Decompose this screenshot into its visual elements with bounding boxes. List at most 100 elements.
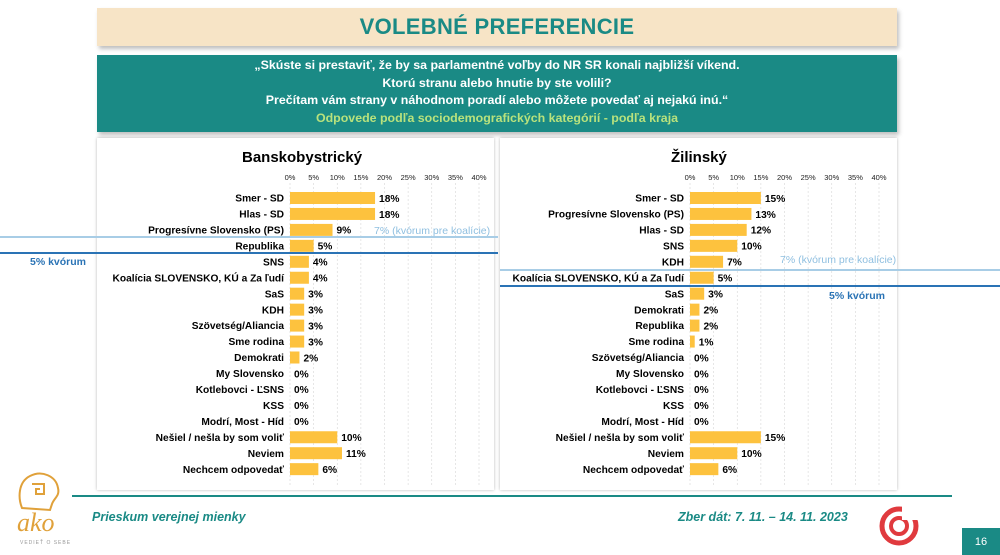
value-label: 12% (751, 226, 771, 237)
category-label: Nešiel / nešla by som voliť (556, 433, 684, 444)
value-label: 10% (741, 449, 761, 460)
category-label: Szövetség/Aliancia (192, 321, 285, 332)
category-label: Republika (635, 321, 684, 332)
value-label: 2% (703, 321, 718, 332)
value-label: 15% (765, 194, 785, 205)
value-label: 0% (694, 353, 709, 364)
category-label: KSS (263, 401, 284, 412)
category-label: Progresívne Slovensko (PS) (548, 210, 684, 221)
value-label: 13% (755, 210, 775, 221)
tick-label: 35% (848, 173, 863, 182)
page-title-box: VOLEBNÉ PREFERENCIE (97, 8, 897, 46)
bar (290, 287, 305, 300)
category-label: Modrí, Most - Híd (601, 417, 684, 428)
value-label: 3% (708, 290, 723, 301)
bar (690, 223, 747, 236)
tick-label: 25% (401, 173, 416, 182)
value-label: 0% (294, 385, 309, 396)
value-label: 15% (765, 433, 785, 444)
value-label: 3% (308, 305, 323, 316)
category-label: Demokrati (634, 305, 684, 316)
category-label: My Slovensko (216, 369, 284, 380)
category-label: Kotlebovci - ĽSNS (196, 385, 285, 396)
category-label: Smer - SD (635, 194, 684, 205)
value-label: 4% (313, 274, 328, 285)
category-label: Modrí, Most - Híd (201, 417, 284, 428)
category-label: Progresívne Slovensko (PS) (148, 226, 284, 237)
footer-dates: Zber dát: 7. 11. – 14. 11. 2023 (678, 510, 848, 524)
bar (690, 287, 705, 300)
category-label: SaS (665, 289, 684, 300)
page-title: VOLEBNÉ PREFERENCIE (359, 14, 635, 39)
bar (690, 192, 761, 204)
tick-label: 10% (330, 173, 345, 182)
bar (290, 463, 319, 476)
bar (690, 271, 714, 284)
category-label: Hlas - SD (639, 226, 684, 237)
footer-divider (72, 495, 952, 497)
category-label: Smer - SD (235, 194, 284, 205)
value-label: 6% (722, 465, 737, 476)
bar (290, 335, 305, 348)
value-label: 0% (694, 401, 709, 412)
bar (290, 239, 314, 252)
bar (690, 255, 724, 268)
category-label: Demokrati (234, 353, 284, 364)
value-label: 9% (337, 226, 352, 237)
value-label: 0% (694, 385, 709, 396)
category-label: Nešiel / nešla by som voliť (156, 433, 284, 444)
category-label: Republika (235, 241, 284, 252)
category-label: My Slovensko (616, 369, 684, 380)
bar (690, 335, 695, 348)
tick-label: 20% (377, 173, 392, 182)
bar (290, 207, 376, 220)
category-label: Neviem (648, 449, 684, 460)
category-label: Koalícia SLOVENSKO, KÚ a Za ľudí (513, 271, 686, 284)
category-label: Hlas - SD (239, 210, 284, 221)
tick-label: 30% (424, 173, 439, 182)
chart-title-banskobystricky: Banskobystrický (242, 149, 363, 166)
bar (290, 223, 333, 236)
coalition-threshold-label: 7% (kvórum pre koalície) (374, 225, 490, 237)
logo-tagline: VEDIEŤ O SEBE (20, 540, 72, 546)
tick-label: 5% (708, 173, 719, 182)
value-label: 0% (294, 369, 309, 380)
question-subtitle: Odpovede podľa sociodemografických kateg… (315, 110, 679, 125)
bar (290, 255, 309, 268)
bar (690, 447, 738, 460)
tick-label: 5% (308, 173, 319, 182)
tick-label: 0% (685, 173, 696, 182)
logo-text: ako (17, 508, 55, 537)
category-label: Kotlebovci - ĽSNS (596, 385, 685, 396)
bar (690, 463, 719, 476)
tick-label: 15% (353, 173, 368, 182)
bar (290, 271, 309, 284)
footer-survey-label: Prieskum verejnej mienky (92, 510, 246, 524)
category-label: Sme rodina (229, 337, 285, 348)
value-label: 3% (308, 290, 323, 301)
quorum-threshold-label: 5% kvórum (829, 290, 885, 302)
bar (290, 351, 300, 364)
value-label: 18% (379, 194, 399, 205)
tick-label: 35% (448, 173, 463, 182)
tick-label: 0% (285, 173, 296, 182)
value-label: 0% (694, 417, 709, 428)
ako-logo (12, 468, 74, 550)
value-label: 0% (294, 417, 309, 428)
category-label: KDH (262, 305, 284, 316)
chart-title-zilinsky: Žilinský (671, 149, 727, 166)
value-label: 11% (346, 449, 366, 460)
question-line-3: Prečítam vám strany v náhodnom poradí al… (265, 93, 729, 107)
value-label: 10% (341, 433, 361, 444)
value-label: 2% (703, 305, 718, 316)
bar (690, 431, 761, 444)
tick-label: 40% (871, 173, 886, 182)
category-label: KSS (663, 401, 684, 412)
value-label: 18% (379, 210, 399, 221)
value-label: 1% (699, 337, 714, 348)
value-label: 0% (294, 401, 309, 412)
bar (290, 319, 305, 332)
bar (290, 447, 342, 460)
category-label: Nechcem odpovedať (583, 465, 684, 476)
